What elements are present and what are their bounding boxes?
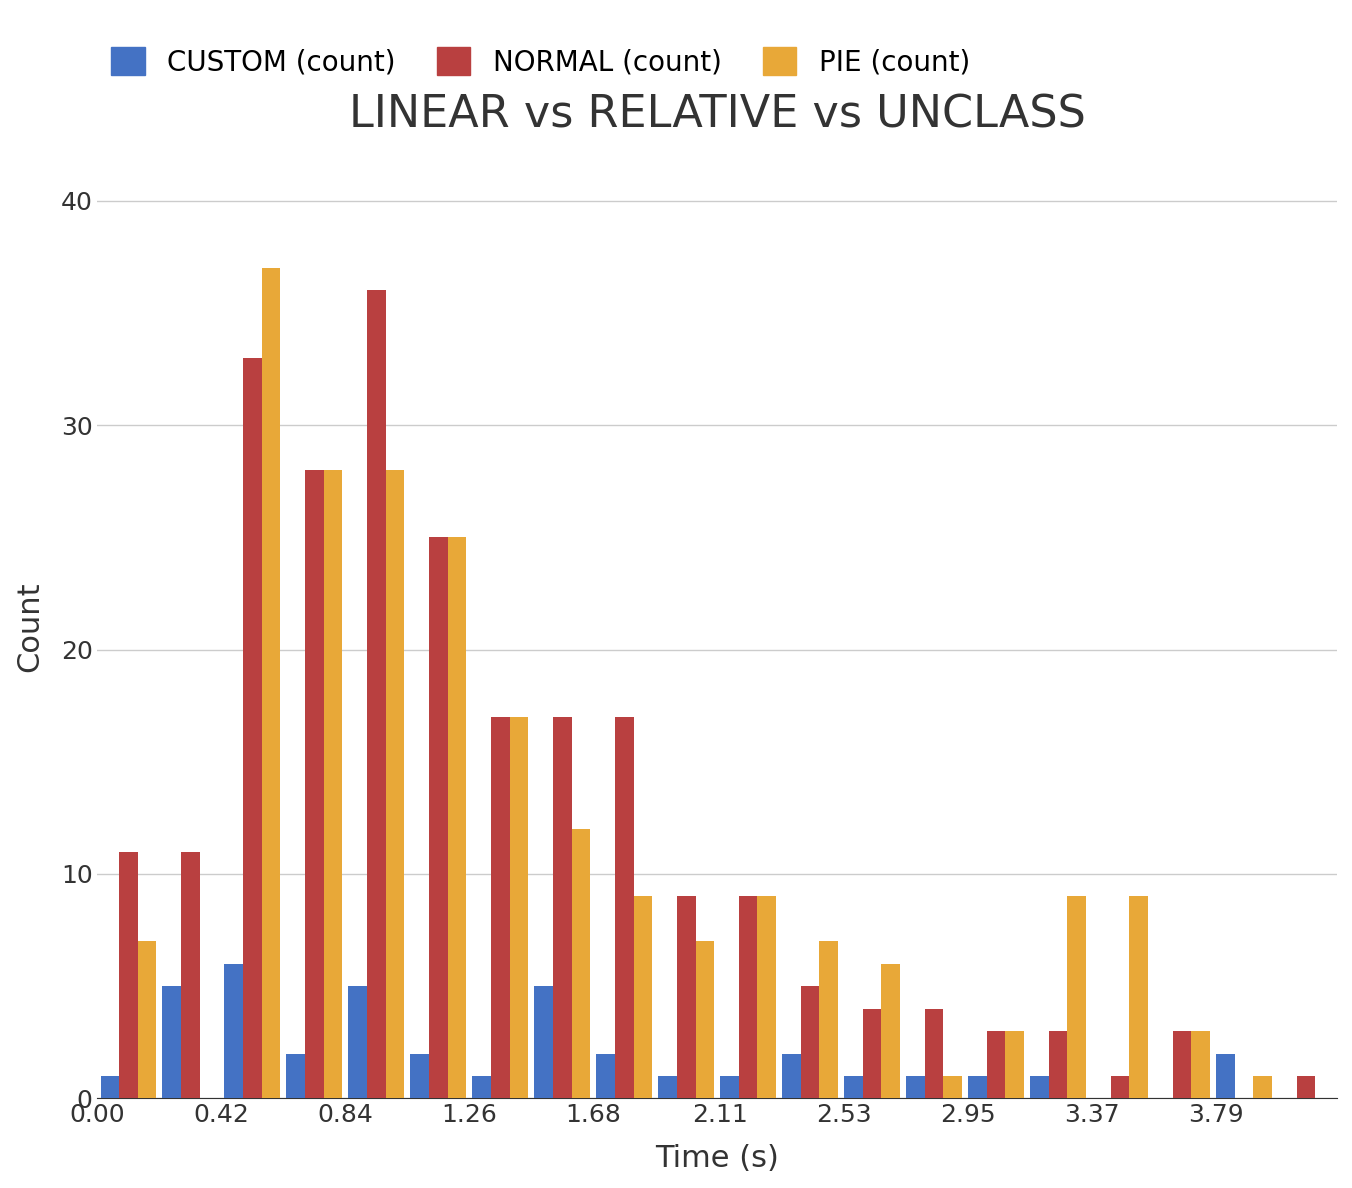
Bar: [510, 716, 529, 1099]
Bar: [162, 986, 181, 1099]
Bar: [634, 897, 652, 1099]
Bar: [968, 1076, 987, 1099]
Bar: [1067, 897, 1086, 1099]
Bar: [721, 1076, 740, 1099]
Bar: [243, 358, 262, 1099]
Bar: [1191, 1031, 1210, 1099]
Bar: [1049, 1031, 1067, 1099]
Title: LINEAR vs RELATIVE vs UNCLASS: LINEAR vs RELATIVE vs UNCLASS: [349, 94, 1086, 137]
Bar: [411, 1054, 429, 1099]
Bar: [1030, 1076, 1049, 1099]
Bar: [882, 963, 900, 1099]
Bar: [491, 716, 510, 1099]
Bar: [819, 941, 838, 1099]
Bar: [800, 986, 819, 1099]
Bar: [553, 716, 572, 1099]
Bar: [572, 829, 589, 1099]
Bar: [100, 1076, 119, 1099]
Bar: [349, 986, 366, 1099]
Bar: [757, 897, 776, 1099]
Bar: [534, 986, 553, 1099]
X-axis label: Time (s): Time (s): [656, 1144, 779, 1173]
Bar: [138, 941, 157, 1099]
Bar: [863, 1009, 882, 1099]
Bar: [366, 290, 385, 1099]
Bar: [181, 852, 200, 1099]
Bar: [944, 1076, 963, 1099]
Bar: [658, 1076, 677, 1099]
Bar: [119, 852, 138, 1099]
Bar: [1172, 1031, 1191, 1099]
Bar: [695, 941, 714, 1099]
Bar: [615, 716, 634, 1099]
Y-axis label: Count: Count: [15, 582, 45, 672]
Bar: [323, 470, 342, 1099]
Bar: [224, 963, 243, 1099]
Bar: [262, 268, 280, 1099]
Bar: [740, 897, 757, 1099]
Bar: [925, 1009, 944, 1099]
Bar: [844, 1076, 863, 1099]
Bar: [429, 537, 448, 1099]
Bar: [306, 470, 323, 1099]
Bar: [1006, 1031, 1023, 1099]
Bar: [448, 537, 466, 1099]
Bar: [783, 1054, 800, 1099]
Bar: [1297, 1076, 1315, 1099]
Legend: CUSTOM (count), NORMAL (count), PIE (count): CUSTOM (count), NORMAL (count), PIE (cou…: [111, 48, 969, 76]
Bar: [472, 1076, 491, 1099]
Bar: [677, 897, 695, 1099]
Bar: [287, 1054, 306, 1099]
Bar: [596, 1054, 615, 1099]
Bar: [987, 1031, 1006, 1099]
Bar: [1111, 1076, 1129, 1099]
Bar: [1129, 897, 1148, 1099]
Bar: [906, 1076, 925, 1099]
Bar: [1253, 1076, 1272, 1099]
Bar: [385, 470, 404, 1099]
Bar: [1217, 1054, 1234, 1099]
